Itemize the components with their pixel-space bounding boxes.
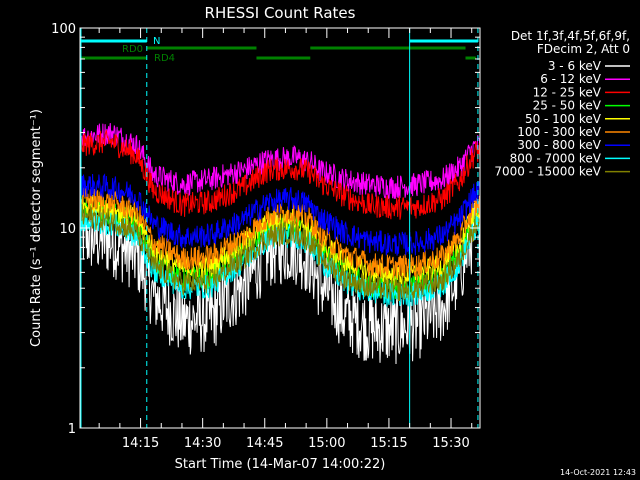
y-tick-label-10: 10 — [59, 222, 76, 237]
x-axis: 14:15 14:30 14:45 15:00 15:15 15:30 — [98, 28, 473, 451]
legend-label-12-25-kev: 12 - 25 keV — [533, 85, 602, 99]
bar-label-rd0: RD0 — [122, 44, 143, 55]
legend-label-100-300-kev: 100 - 300 keV — [517, 125, 601, 139]
footer-timestamp: 14-Oct-2021 12:43 — [560, 468, 636, 477]
y-tick-label-100: 100 — [51, 22, 76, 37]
data-traces — [79, 123, 481, 365]
bar-label-n: N — [153, 36, 160, 47]
y-axis-label: Count Rate (s⁻¹ detector segment⁻¹) — [29, 109, 44, 347]
x-tick-label-1445: 14:45 — [246, 436, 283, 451]
x-axis-label: Start Time (14-Mar-07 14:00:22) — [175, 457, 386, 472]
legend-header-line-2: FDecim 2, Att 0 — [537, 42, 630, 56]
x-tick-label-1500: 15:00 — [308, 436, 345, 451]
legend-label-3-6-kev: 3 - 6 keV — [548, 59, 602, 73]
legend-label-7000-15000-kev: 7000 - 15000 keV — [494, 165, 601, 179]
bar-label-rd4: RD4 — [154, 53, 175, 64]
x-tick-label-1515: 15:15 — [370, 436, 407, 451]
legend-label-25-50-kev: 25 - 50 keV — [533, 99, 602, 113]
y-axis: 1 10 100 — [51, 22, 480, 437]
legend-label-300-800-kev: 300 - 800 keV — [517, 138, 601, 152]
legend-label-6-12-kev: 6 - 12 keV — [540, 72, 602, 86]
legend-label-50-100-kev: 50 - 100 keV — [525, 112, 602, 126]
x-tick-label-1530: 15:30 — [432, 436, 469, 451]
x-tick-label-1415: 14:15 — [122, 436, 159, 451]
y-tick-label-1: 1 — [68, 422, 76, 437]
series-trace-12-25-kev — [79, 130, 481, 220]
legend-header-line-1: Det 1f,3f,4f,5f,6f,9f, — [511, 29, 630, 43]
overlay-annotations: N RD0 RD4 — [80, 28, 479, 428]
legend: Det 1f,3f,4f,5f,6f,9f, FDecim 2, Att 0 3… — [494, 29, 630, 179]
legend-label-800-7000-kev: 800 - 7000 keV — [510, 151, 602, 165]
series-trace-300-800-kev — [79, 173, 481, 256]
x-tick-label-1430: 14:30 — [184, 436, 221, 451]
chart-title: RHESSI Count Rates — [205, 4, 356, 22]
